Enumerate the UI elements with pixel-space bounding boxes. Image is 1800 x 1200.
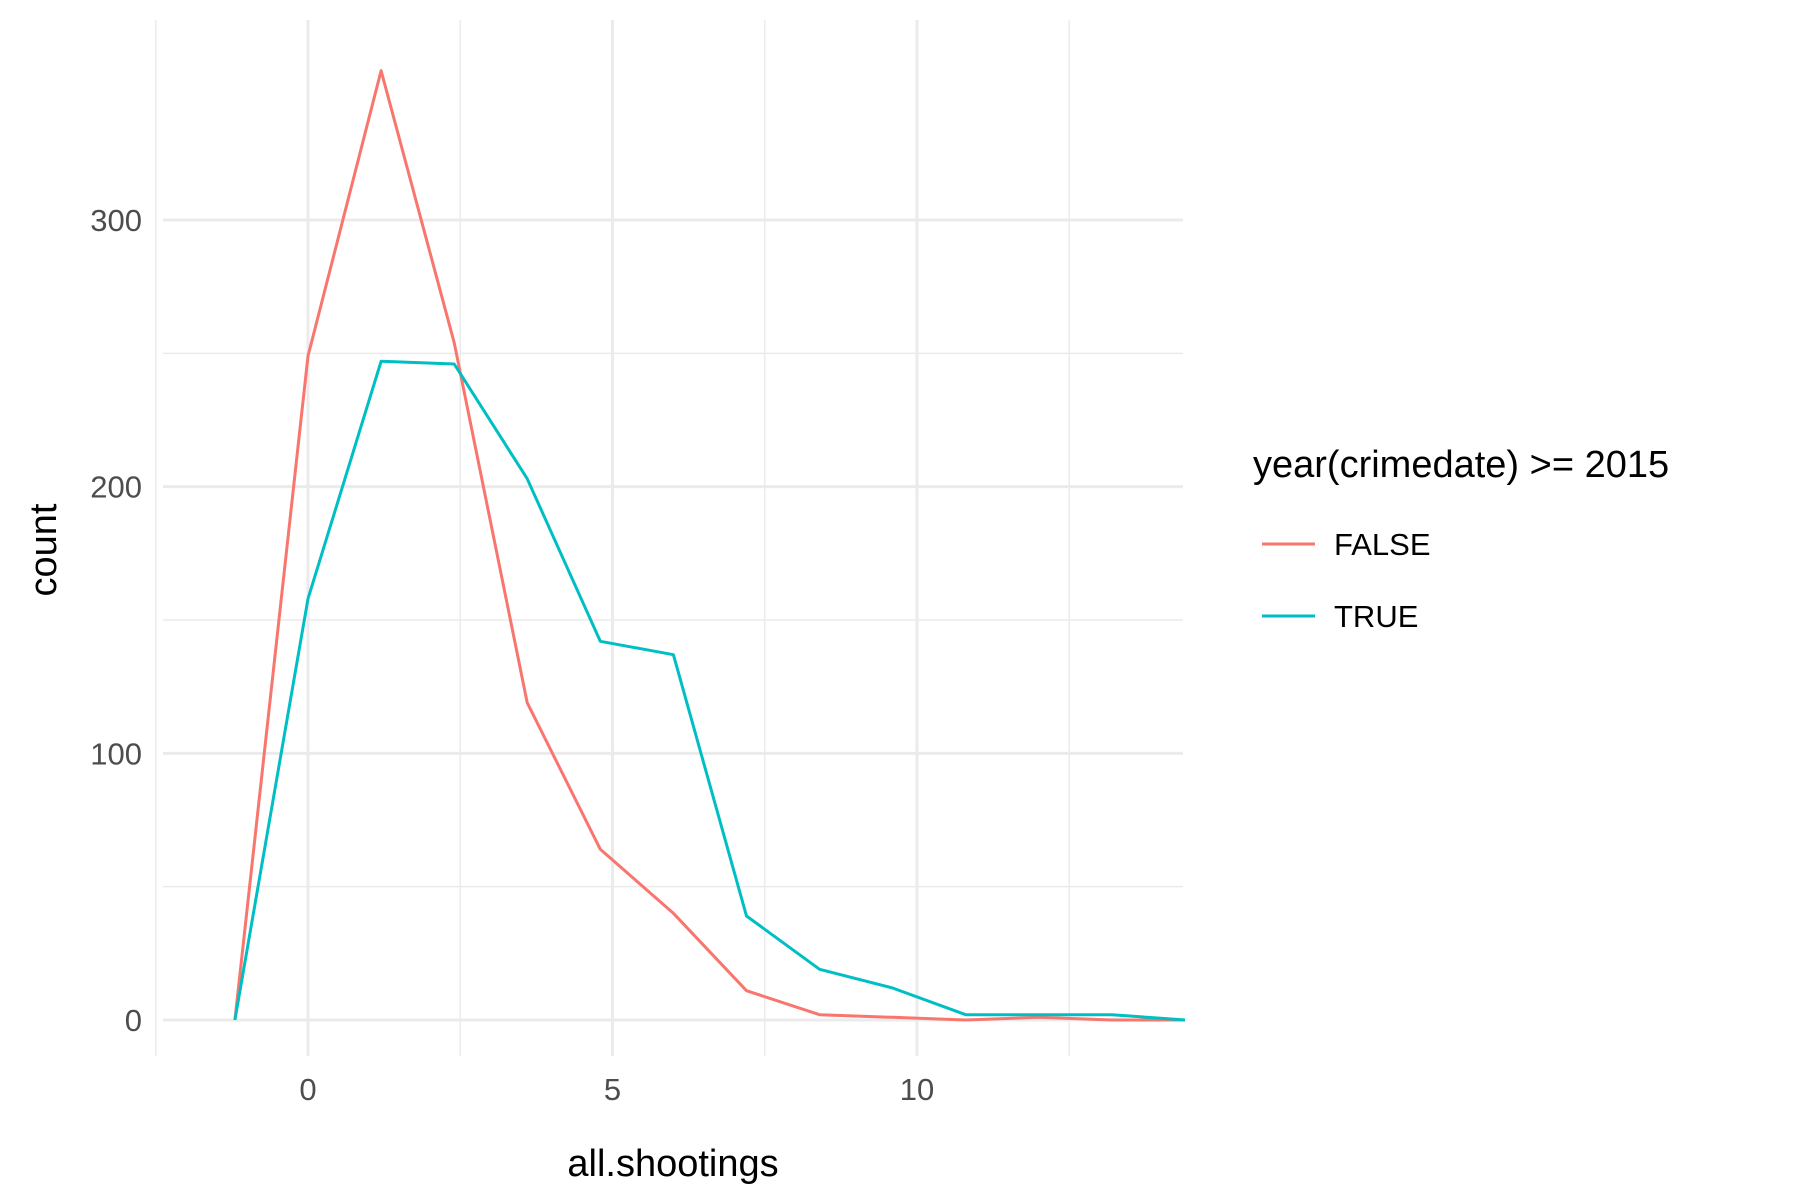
x-axis-title: all.shootings bbox=[567, 1143, 778, 1185]
legend-title: year(crimedate) >= 2015 bbox=[1253, 444, 1669, 486]
y-tick-label: 100 bbox=[90, 736, 142, 771]
y-tick-label: 300 bbox=[90, 203, 142, 238]
grid bbox=[155, 20, 1183, 1056]
y-axis-ticks: 0 100 200 300 bbox=[90, 203, 142, 1038]
y-tick-label: 0 bbox=[125, 1003, 142, 1038]
series-lines bbox=[233, 69, 1186, 1022]
x-tick-label: 10 bbox=[900, 1072, 934, 1107]
y-tick-label: 200 bbox=[90, 470, 142, 505]
y-axis-title: count bbox=[23, 503, 65, 596]
x-tick-label: 5 bbox=[604, 1072, 621, 1107]
series-line-true bbox=[233, 359, 1186, 1022]
legend-label-false: FALSE bbox=[1334, 527, 1431, 562]
legend-label-true: TRUE bbox=[1334, 599, 1418, 634]
legend: year(crimedate) >= 2015 FALSE TRUE bbox=[1253, 444, 1669, 634]
series-line-false bbox=[233, 69, 1185, 1022]
x-axis-ticks: 0 5 10 bbox=[299, 1072, 934, 1107]
x-tick-label: 0 bbox=[299, 1072, 316, 1107]
